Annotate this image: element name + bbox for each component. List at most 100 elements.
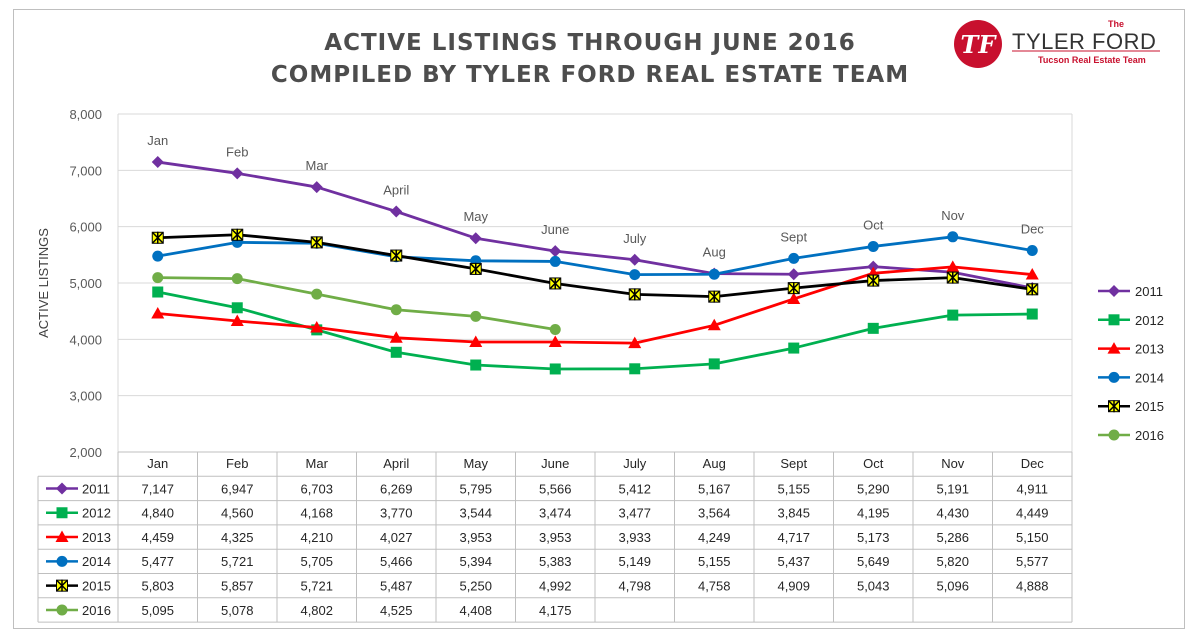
table-cell: 5,173 [857,530,890,545]
x-tick-label: April [383,456,409,471]
legend-label: 2012 [1135,313,1164,328]
table-cell: 5,155 [777,481,810,496]
table-cell: 4,408 [459,603,492,618]
table-cell: 4,325 [221,530,254,545]
point-2013 [230,314,244,327]
table-cell: 5,566 [539,481,572,496]
legend-label: 2016 [1135,428,1164,443]
table-cell: 5,577 [1016,554,1049,569]
table-cell: 4,449 [1016,506,1049,521]
point-2016 [549,323,561,335]
legend-marker [1108,371,1120,383]
point-2013 [389,331,403,343]
point-2012 [152,286,164,298]
point-2015 [469,262,482,275]
y-tick-label: 5,000 [69,276,102,291]
legend-marker [1108,400,1120,413]
x-tick-label: July [623,456,647,471]
table-cell: 5,412 [618,481,651,496]
marker-cross [788,282,800,295]
table-cell: 5,383 [539,554,572,569]
x-tick-label: June [541,456,569,471]
month-annotation: Nov [941,208,965,223]
point-2014 [549,255,561,267]
point-2012 [470,359,482,371]
point-2016 [390,304,402,316]
logo-mark: TF [961,30,998,59]
marker-cross [56,579,68,592]
marker-cross [231,228,243,241]
table-cell: 4,525 [380,603,413,618]
legend-marker [1107,342,1121,354]
table-cell: 3,544 [459,506,492,521]
legend-marker [1108,314,1120,326]
series-line-2013 [157,265,1033,345]
point-2012 [629,363,641,375]
table-cell: 5,043 [857,579,890,594]
y-tick-label: 3,000 [69,389,102,404]
month-annotation: Dec [1021,221,1045,236]
series-line-2014 [157,235,1033,277]
y-axis-title: ACTIVE LISTINGS [36,228,51,338]
table-cell: 3,933 [618,530,651,545]
table-cell: 4,888 [1016,579,1049,594]
point-2014 [867,240,879,252]
table-cell: 4,909 [777,579,810,594]
series-line-2015 [157,233,1033,299]
logo-badge [954,20,1002,68]
point-2014 [629,269,641,281]
table-cell: 6,269 [380,481,413,496]
table-series-name: 2016 [82,603,111,618]
point-2014 [708,268,720,280]
point-2012 [231,302,243,314]
legend-marker [1108,285,1120,297]
legend-label: 2014 [1135,370,1164,385]
table-cell: 5,290 [857,481,890,496]
point-2011 [310,181,323,194]
point-2013 [787,292,801,304]
point-2011 [151,156,164,169]
month-annotation: Sept [780,229,807,244]
table-cell: 5,820 [936,554,969,569]
table-cell: 4,459 [141,530,174,545]
month-annotation: June [541,222,569,237]
table-cell: 3,953 [459,530,492,545]
point-2011 [628,253,641,266]
table-legend-marker [56,604,68,616]
series-2012 [152,286,1038,375]
point-2013 [946,260,960,272]
marker-cross [708,290,720,303]
table-cell: 5,477 [141,554,174,569]
point-2012 [947,309,959,321]
table-series-name: 2013 [82,530,111,545]
x-tick-label: Aug [703,456,726,471]
table-cell: 5,721 [221,554,254,569]
table-cell: 5,649 [857,554,890,569]
table-cell: 4,027 [380,530,413,545]
table-cell: 3,953 [539,530,572,545]
point-2013 [1025,268,1039,280]
table-cell: 4,798 [618,579,651,594]
table-cell: 4,249 [698,530,731,545]
table-cell: 5,857 [221,579,254,594]
point-2016 [470,310,482,322]
legend: 2011 2012 2013 2014 2015 2016 [1098,284,1164,443]
point-2011 [231,167,244,180]
point-2015 [628,288,641,301]
table-cell: 4,758 [698,579,731,594]
series-line-2016 [157,276,556,331]
legend-label: 2011 [1135,284,1163,299]
marker-cross [152,231,164,244]
table-cell: 3,477 [618,506,651,521]
x-tick-label: Sept [780,456,807,471]
table-cell: 4,717 [777,530,810,545]
table-cell: 4,175 [539,603,572,618]
tyler-ford-logo: TF [954,20,1160,68]
table-cell: 3,474 [539,506,572,521]
point-2012 [867,322,879,334]
month-annotation: Jan [147,133,168,148]
table-cell: 5,795 [459,481,492,496]
table-series-name: 2012 [82,506,111,521]
table-cell: 4,992 [539,579,572,594]
table-legend-marker [56,482,68,495]
